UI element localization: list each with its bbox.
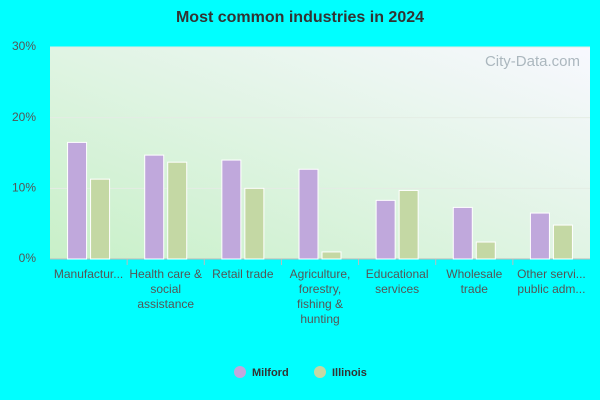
watermark: City-Data.com bbox=[485, 53, 580, 70]
bar bbox=[552, 224, 573, 260]
plot-area bbox=[50, 47, 590, 259]
bar bbox=[221, 159, 242, 260]
bar bbox=[67, 141, 88, 260]
bar bbox=[529, 212, 550, 260]
x-tick-label: Retail trade bbox=[212, 267, 274, 281]
bar bbox=[167, 161, 188, 260]
bar bbox=[475, 241, 496, 260]
bar bbox=[398, 189, 419, 260]
legend-label: Illinois bbox=[332, 367, 367, 379]
x-tick-label: Wholesale trade bbox=[446, 267, 503, 296]
x-tick-label: Educational services bbox=[365, 267, 429, 296]
x-tick-label: Manufactur... bbox=[53, 267, 124, 281]
bar bbox=[321, 251, 342, 260]
bar bbox=[298, 168, 319, 260]
legend-label: Milford bbox=[252, 367, 289, 379]
chart-title: Most common industries in 2024 bbox=[176, 9, 424, 26]
x-tick-label: Other servi... public adm... bbox=[517, 267, 586, 296]
bar bbox=[375, 199, 396, 260]
y-tick-label: 0% bbox=[19, 251, 37, 265]
bar bbox=[144, 154, 165, 260]
bar bbox=[244, 187, 265, 260]
legend-marker bbox=[314, 366, 326, 378]
y-tick-label: 30% bbox=[12, 39, 36, 53]
bar bbox=[452, 206, 473, 260]
x-tick-label: Health care & social assistance bbox=[129, 267, 203, 311]
y-tick-label: 20% bbox=[12, 110, 36, 124]
legend-marker bbox=[234, 366, 246, 378]
x-tick-label: Agriculture, forestry, fishing & hunting bbox=[289, 267, 351, 326]
y-tick-label: 10% bbox=[12, 181, 36, 195]
bar bbox=[90, 178, 111, 260]
